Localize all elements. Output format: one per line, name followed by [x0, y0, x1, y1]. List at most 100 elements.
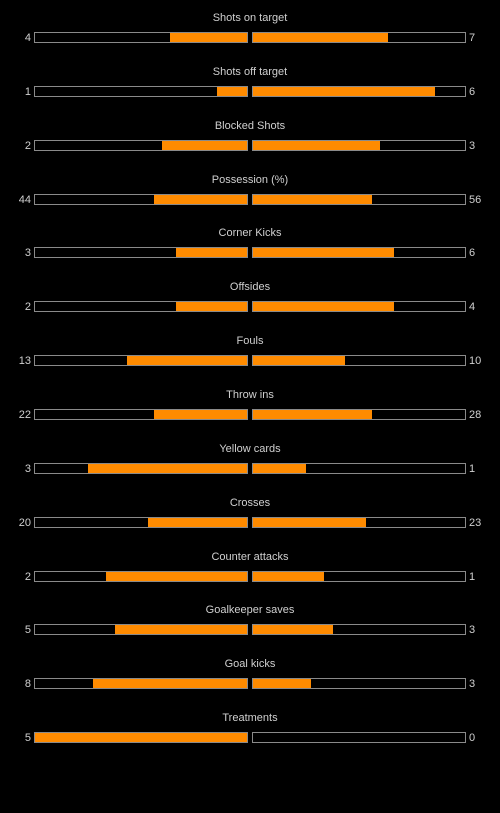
- away-value: 1: [469, 571, 476, 583]
- stat-label: Goal kicks: [224, 658, 276, 670]
- stat-row: Possession (%) 44 56: [0, 174, 500, 214]
- stat-row: Goalkeeper saves 5 3: [0, 604, 500, 644]
- away-value: 3: [469, 624, 476, 636]
- home-bar: [34, 624, 248, 635]
- home-bar-fill: [35, 733, 247, 742]
- away-bar-fill: [253, 356, 346, 365]
- away-bar-fill: [253, 87, 435, 96]
- away-value: 3: [469, 140, 476, 152]
- home-bar-fill: [169, 33, 247, 42]
- home-value: 2: [24, 571, 31, 583]
- away-bar-fill: [253, 572, 324, 581]
- home-value: 5: [24, 732, 31, 744]
- home-bar: [34, 355, 248, 366]
- away-bar-fill: [253, 195, 372, 204]
- away-value: 0: [469, 732, 476, 744]
- away-value: 28: [469, 409, 482, 421]
- stat-row: Corner Kicks 3 6: [0, 227, 500, 267]
- home-bar: [34, 301, 248, 312]
- stat-label: Counter attacks: [211, 551, 289, 563]
- home-bar-fill: [216, 87, 247, 96]
- home-bar-fill: [88, 464, 247, 473]
- stat-row: Treatments 5 0: [0, 712, 500, 752]
- away-value: 23: [469, 517, 482, 529]
- away-bar: [252, 194, 466, 205]
- home-value: 22: [18, 409, 31, 421]
- home-bar-fill: [153, 195, 247, 204]
- home-bar: [34, 463, 248, 474]
- home-value: 4: [24, 32, 31, 44]
- home-bar: [34, 678, 248, 689]
- home-bar: [34, 140, 248, 151]
- away-bar: [252, 409, 466, 420]
- away-bar-fill: [253, 248, 395, 257]
- stat-label: Throw ins: [226, 389, 274, 401]
- home-bar: [34, 571, 248, 582]
- home-bar-fill: [105, 572, 247, 581]
- home-bar-fill: [153, 410, 247, 419]
- home-value: 8: [24, 678, 31, 690]
- away-bar: [252, 732, 466, 743]
- away-bar-fill: [253, 518, 367, 527]
- stat-label: Shots off target: [212, 66, 288, 78]
- stat-label: Goalkeeper saves: [205, 604, 295, 616]
- away-bar: [252, 86, 466, 97]
- away-bar: [252, 247, 466, 258]
- away-bar: [252, 571, 466, 582]
- stat-label: Shots on target: [212, 12, 288, 24]
- away-value: 3: [469, 678, 476, 690]
- away-bar: [252, 140, 466, 151]
- away-bar: [252, 678, 466, 689]
- away-bar-fill: [253, 33, 388, 42]
- away-bar-fill: [253, 302, 395, 311]
- stat-row: Fouls 13 10: [0, 335, 500, 375]
- home-value: 5: [24, 624, 31, 636]
- away-value: 7: [469, 32, 476, 44]
- away-bar-fill: [253, 464, 306, 473]
- home-value: 1: [24, 86, 31, 98]
- home-bar: [34, 247, 248, 258]
- home-bar: [34, 732, 248, 743]
- away-bar-fill: [253, 679, 311, 688]
- stat-row: Counter attacks 2 1: [0, 551, 500, 591]
- stat-row: Shots off target 1 6: [0, 66, 500, 106]
- stat-label: Fouls: [236, 335, 264, 347]
- away-value: 10: [469, 355, 482, 367]
- home-bar: [34, 194, 248, 205]
- away-bar: [252, 463, 466, 474]
- home-value: 13: [18, 355, 31, 367]
- home-value: 3: [24, 247, 31, 259]
- away-value: 56: [469, 194, 482, 206]
- stat-row: Offsides 2 4: [0, 281, 500, 321]
- stat-label: Crosses: [229, 497, 271, 509]
- away-bar-fill: [253, 141, 381, 150]
- stat-row: Yellow cards 3 1: [0, 443, 500, 483]
- away-bar-fill: [253, 625, 333, 634]
- home-bar-fill: [114, 625, 247, 634]
- stat-label: Possession (%): [211, 174, 289, 186]
- away-value: 6: [469, 86, 476, 98]
- home-value: 2: [24, 301, 31, 313]
- away-bar: [252, 301, 466, 312]
- away-bar: [252, 355, 466, 366]
- stat-row: Blocked Shots 2 3: [0, 120, 500, 160]
- home-bar-fill: [92, 679, 247, 688]
- home-bar-fill: [148, 518, 247, 527]
- stat-label: Blocked Shots: [214, 120, 286, 132]
- away-value: 1: [469, 463, 476, 475]
- home-bar-fill: [127, 356, 247, 365]
- stat-label: Treatments: [222, 712, 278, 724]
- home-bar: [34, 517, 248, 528]
- home-value: 3: [24, 463, 31, 475]
- stat-row: Throw ins 22 28: [0, 389, 500, 429]
- home-value: 44: [18, 194, 31, 206]
- home-bar: [34, 32, 248, 43]
- away-bar: [252, 517, 466, 528]
- away-bar-fill: [253, 410, 372, 419]
- home-value: 20: [18, 517, 31, 529]
- away-bar: [252, 32, 466, 43]
- home-value: 2: [24, 140, 31, 152]
- home-bar-fill: [176, 302, 247, 311]
- stat-label: Offsides: [229, 281, 271, 293]
